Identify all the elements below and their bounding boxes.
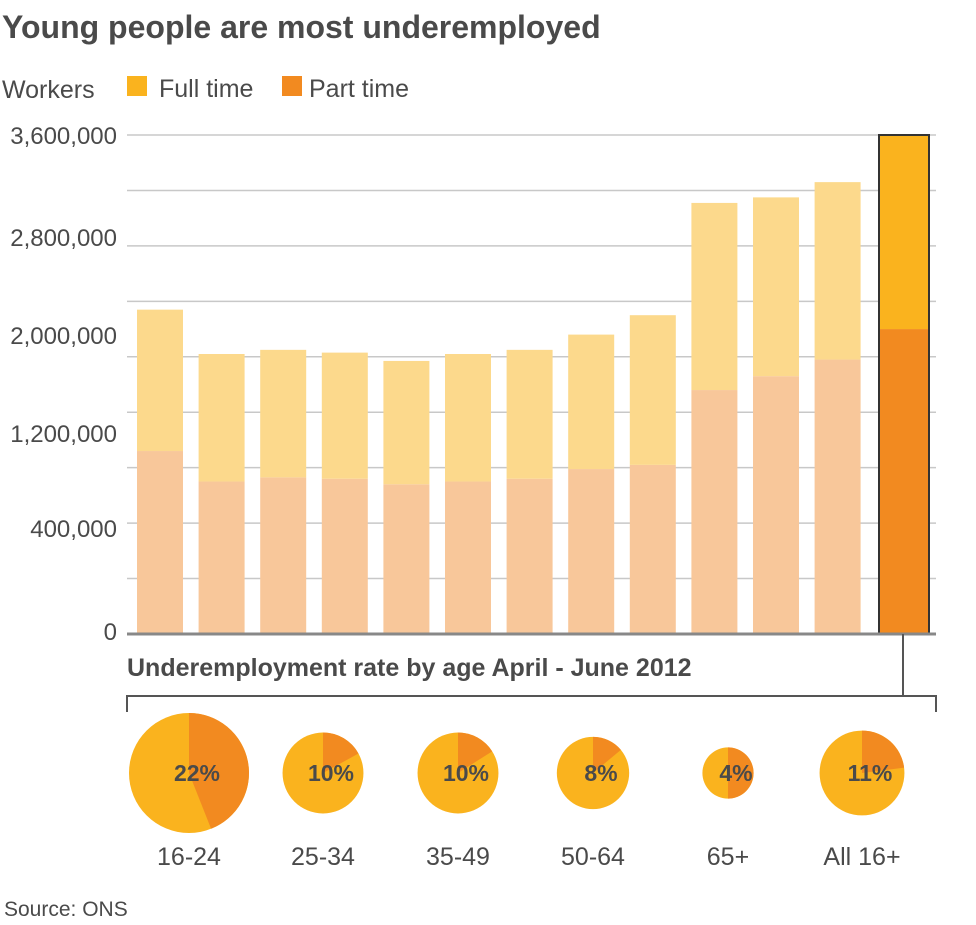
pie-value-label: 10% [443, 760, 489, 786]
bar-segment-full-time [137, 309, 183, 452]
bar-segment-part-time [506, 478, 553, 634]
bar-segment-full-time [753, 197, 799, 377]
y-tick-label: 2,800,000 [10, 225, 117, 252]
y-tick-label: 3,600,000 [10, 123, 117, 150]
y-tick-label: 1,200,000 [10, 421, 117, 448]
bars [137, 134, 930, 635]
bar-segment-full-time [814, 182, 861, 360]
bar-segment-part-time [260, 477, 307, 634]
pie-age-label: 65+ [707, 843, 749, 871]
pie-age-label: All 16+ [823, 843, 900, 871]
legend-swatch-full-time [127, 76, 147, 96]
pie-age-label: 25-34 [291, 843, 355, 871]
bar-segment-part-time [879, 329, 929, 634]
legend-label-full-time: Full time [159, 75, 253, 103]
bar-segment-part-time [198, 481, 245, 634]
pie-part-time-slice [862, 730, 905, 773]
bar-segment-part-time [137, 451, 183, 634]
bar-segment-full-time [691, 202, 738, 391]
legend-swatch-part-time [282, 76, 302, 96]
pie-age-label: 16-24 [157, 843, 221, 871]
pie-age-label: 50-64 [561, 843, 625, 871]
bar-segment-full-time [321, 352, 368, 479]
pie-part-time-slice [728, 747, 754, 799]
bracket [126, 634, 937, 712]
pies: 22% 16-24 10% 25-34 10% 35-49 8% 50-64 4% 65+ 11% A… [129, 713, 905, 871]
bar-segment-full-time [445, 354, 491, 482]
pie-value-label: 4% [719, 760, 752, 786]
bar-segment-part-time [629, 464, 676, 634]
legend-label-part-time: Part time [309, 75, 409, 103]
pie-part-time-slice [323, 732, 359, 773]
bar-segment-full-time [506, 349, 553, 479]
y-tick-label: 400,000 [30, 516, 117, 543]
chart-title: Young people are most underemployed [2, 9, 601, 45]
pie-section-title: Underemployment rate by age April - June… [127, 654, 692, 682]
pie-value-label: 22% [174, 760, 220, 786]
pie-part-time-slice [458, 732, 493, 773]
pie-age-label: 35-49 [426, 843, 490, 871]
bar-segment-part-time [814, 359, 861, 634]
pie-value-label: 11% [848, 760, 893, 786]
bar-segment-part-time [321, 478, 368, 634]
bar-segment-full-time [629, 315, 676, 465]
bar-segment-part-time [383, 484, 430, 634]
bar-segment-full-time [260, 349, 307, 478]
y-tick-label: 0 [104, 619, 117, 646]
bar-segment-full-time [198, 354, 245, 482]
bar-segment-part-time [445, 481, 491, 634]
y-axis-label: Workers [2, 76, 95, 104]
y-tick-label: 2,000,000 [10, 323, 117, 350]
bar-segment-part-time [753, 376, 799, 634]
pie-part-time-slice [593, 736, 621, 773]
bar-segment-part-time [691, 390, 738, 634]
bar-segment-full-time [879, 135, 929, 330]
pie-value-label: 8% [584, 760, 617, 786]
pie-part-time-slice [189, 713, 249, 829]
source-note: Source: ONS [4, 898, 128, 921]
bar-segment-full-time [383, 360, 430, 485]
y-tick-labels: 3,600,000 2,800,000 2,000,000 1,200,000 400,… [10, 123, 117, 646]
pie-value-label: 10% [308, 760, 354, 786]
bar-segment-full-time [568, 334, 615, 470]
bar-segment-part-time [568, 469, 615, 634]
